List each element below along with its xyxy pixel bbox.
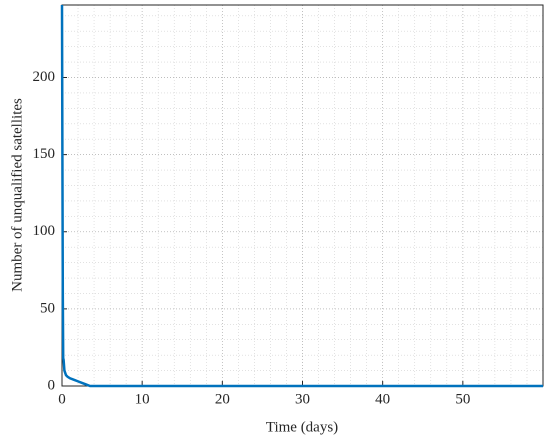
- x-tick-label: 20: [215, 391, 230, 407]
- x-tick-label: 30: [295, 391, 310, 407]
- y-tick-label: 200: [33, 69, 56, 85]
- y-tick-label: 50: [40, 300, 55, 316]
- y-tick-label: 100: [33, 223, 56, 239]
- x-tick-label: 0: [58, 391, 66, 407]
- x-axis-label: Time (days): [266, 419, 338, 435]
- y-tick-label: 150: [33, 146, 56, 162]
- data-line: [60, 4, 543, 388]
- x-tick-label: 40: [375, 391, 390, 407]
- y-tick-label: 0: [48, 377, 56, 393]
- x-tick-label: 10: [135, 391, 150, 407]
- x-tick-label: 50: [455, 391, 470, 407]
- y-axis-label: Number of unqualified satellites: [9, 98, 25, 292]
